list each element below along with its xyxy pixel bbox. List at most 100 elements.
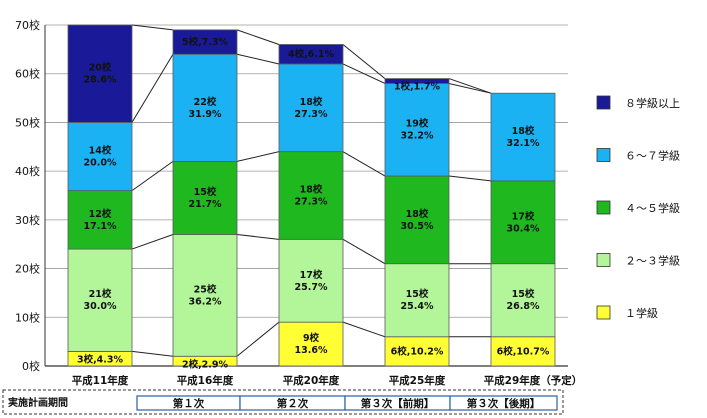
data-label: 18校 bbox=[300, 96, 323, 108]
data-label: 17.1% bbox=[84, 221, 117, 232]
period-cell-label: 第１次 bbox=[173, 397, 205, 410]
data-label-bg bbox=[398, 344, 436, 359]
data-label-bg bbox=[398, 116, 436, 143]
data-label-bg bbox=[289, 47, 333, 62]
data-label: 17校 bbox=[300, 269, 323, 281]
period-cell-label: 第２次 bbox=[277, 397, 309, 410]
data-label: 6校,10.7% bbox=[497, 345, 550, 357]
connector-line bbox=[342, 63, 386, 84]
data-label: 21.7% bbox=[189, 199, 222, 210]
y-tick-label: 60校 bbox=[15, 67, 40, 81]
connector-line bbox=[236, 29, 280, 45]
plan-period-row: 実施計画期間 第１次 第２次 第３次【前期】 第３次【後期】 bbox=[2, 389, 564, 415]
connector-lines bbox=[131, 24, 492, 357]
connector-line bbox=[342, 151, 386, 177]
x-category-label: 平成16年度 bbox=[177, 374, 234, 387]
data-label-bg bbox=[292, 331, 330, 358]
data-label: 19校 bbox=[406, 118, 429, 130]
data-label: 22校 bbox=[194, 96, 217, 108]
data-label: 21校 bbox=[89, 288, 112, 300]
connector-line bbox=[342, 238, 386, 265]
y-axis-ticks: 0校 10校 20校 30校 40校 50校 60校 70校 bbox=[15, 18, 40, 373]
data-label: 15校 bbox=[512, 288, 535, 300]
x-axis-categories: 平成11年度 平成16年度 平成20年度 平成25年度 平成29年度（予定） bbox=[72, 374, 583, 387]
data-label: 3校,4.3% bbox=[77, 353, 124, 365]
data-label-bg bbox=[183, 357, 227, 365]
data-label: 25校 bbox=[194, 283, 217, 295]
data-label-bg bbox=[186, 35, 224, 50]
data-label: 4校,6.1% bbox=[288, 48, 335, 60]
data-label: 18校 bbox=[300, 184, 323, 196]
y-tick-label: 40校 bbox=[15, 164, 40, 178]
y-tick-label: 20校 bbox=[15, 262, 40, 276]
data-label-bg bbox=[186, 94, 224, 121]
data-label-bg bbox=[395, 79, 439, 83]
data-label: 30.4% bbox=[507, 223, 540, 234]
legend-swatch bbox=[596, 95, 611, 110]
y-tick-label: 10校 bbox=[15, 310, 40, 324]
data-label: 15校 bbox=[194, 186, 217, 198]
data-label-bg bbox=[81, 206, 119, 233]
data-label: 30.0% bbox=[84, 301, 117, 312]
data-label: 12校 bbox=[89, 208, 112, 220]
connector-line bbox=[448, 82, 492, 94]
data-label: 25.4% bbox=[401, 301, 434, 312]
data-label-bg bbox=[398, 206, 436, 233]
legend: ８学級以上 ６～７学級 ４～５学級 ２～３学級 １学級 bbox=[596, 95, 680, 320]
data-label: 6校,10.2% bbox=[391, 345, 444, 357]
x-category-label: 平成20年度 bbox=[283, 374, 340, 387]
connector-line bbox=[448, 78, 492, 94]
legend-label: ２～３学級 bbox=[625, 254, 680, 268]
legend-label: １学級 bbox=[625, 306, 658, 320]
legend-swatch bbox=[596, 148, 611, 162]
data-label: 28.6% bbox=[84, 75, 117, 86]
legend-label: ４～５学級 bbox=[625, 201, 680, 215]
data-label: 26.8% bbox=[507, 301, 540, 312]
x-category-label: 平成25年度 bbox=[389, 374, 446, 387]
data-label-bg bbox=[504, 209, 542, 236]
y-tick-label: 30校 bbox=[15, 213, 40, 227]
period-title: 実施計画期間 bbox=[8, 396, 68, 409]
y-tick-label: 70校 bbox=[15, 18, 40, 32]
data-label-bg bbox=[292, 94, 330, 121]
data-label: 15校 bbox=[406, 288, 429, 300]
period-frame bbox=[2, 389, 564, 415]
data-label-bg bbox=[398, 287, 436, 314]
y-tick-label: 0校 bbox=[22, 359, 40, 373]
data-label: 13.6% bbox=[295, 345, 328, 356]
connector-line bbox=[236, 151, 280, 162]
y-tick-label: 50校 bbox=[15, 115, 40, 129]
connector-line bbox=[448, 175, 492, 182]
connector-line bbox=[342, 321, 386, 338]
connector-line bbox=[131, 234, 174, 250]
data-label-bg bbox=[504, 287, 542, 314]
data-label: 27.3% bbox=[295, 109, 328, 120]
data-label: 5校,7.3% bbox=[182, 36, 229, 48]
data-label: 9校 bbox=[303, 332, 320, 344]
data-label-bg bbox=[78, 352, 122, 365]
data-label: 32.1% bbox=[507, 138, 540, 149]
data-label: 17校 bbox=[512, 210, 535, 222]
connector-line bbox=[236, 321, 280, 357]
data-label: 31.9% bbox=[189, 109, 222, 120]
legend-swatch bbox=[596, 253, 611, 267]
x-category-label: 平成11年度 bbox=[72, 374, 129, 387]
data-label: 36.2% bbox=[189, 296, 222, 307]
period-cell-label: 第３次【後期】 bbox=[467, 397, 541, 410]
data-label: 18校 bbox=[512, 125, 535, 137]
data-label: 27.3% bbox=[295, 197, 328, 208]
connector-line bbox=[342, 44, 386, 79]
data-label: 1校,1.7% bbox=[394, 81, 441, 93]
period-cell-label: 第３次【前期】 bbox=[361, 397, 435, 410]
data-label: 14校 bbox=[89, 145, 112, 157]
data-label: 20.0% bbox=[84, 158, 117, 169]
data-label-bg bbox=[81, 287, 119, 314]
legend-swatch bbox=[596, 200, 611, 215]
connector-line bbox=[131, 24, 174, 31]
period-cell bbox=[449, 395, 558, 411]
data-label-bg bbox=[504, 124, 542, 151]
data-label-bg bbox=[292, 267, 330, 294]
data-label: 32.2% bbox=[401, 131, 434, 142]
